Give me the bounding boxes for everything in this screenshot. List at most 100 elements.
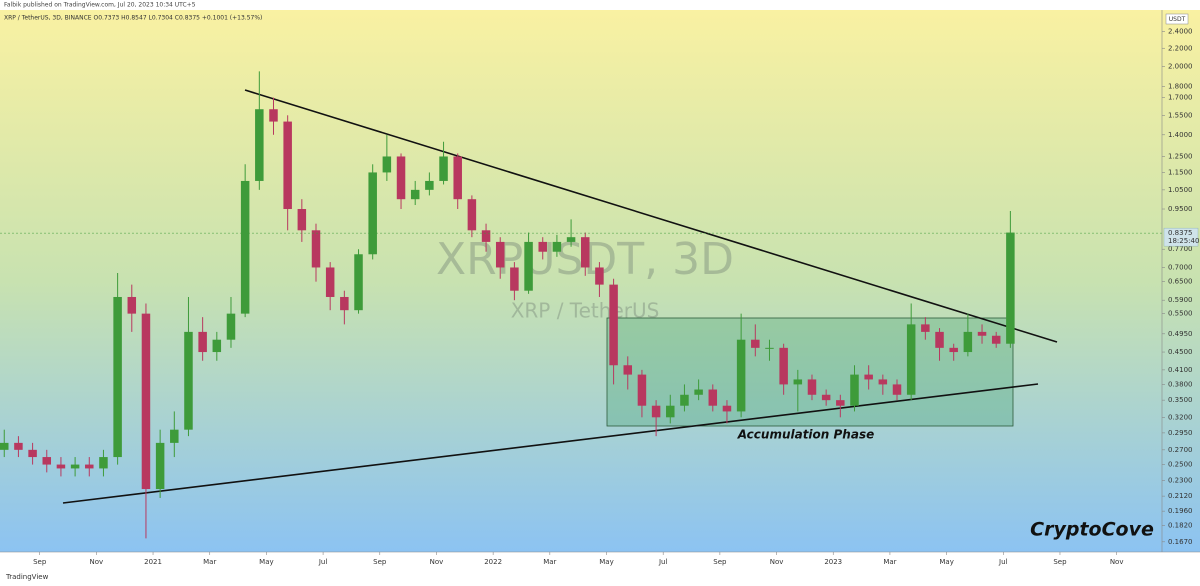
candle-body [467, 199, 477, 231]
y-tick-label: 1.8000 [1168, 83, 1193, 91]
candle-body [226, 313, 236, 340]
candle-body [793, 379, 803, 385]
candle-body [311, 230, 321, 268]
x-tick-label: Nov [770, 558, 784, 566]
x-tick-label: Nov [1110, 558, 1124, 566]
candle-body [963, 331, 973, 353]
candle-body [878, 379, 888, 385]
x-tick-label: May [939, 558, 953, 566]
candle-body [935, 331, 944, 348]
y-tick-label: 2.0000 [1168, 63, 1193, 71]
candle-body [155, 442, 165, 490]
candle-body [42, 457, 52, 465]
candle-body [283, 121, 292, 210]
candle-body [651, 405, 661, 418]
y-tick-label: 0.2700 [1168, 446, 1193, 454]
y-tick-label: 0.2120 [1168, 492, 1193, 500]
x-tick-label: Jul [998, 558, 1008, 566]
y-tick-label: 0.4500 [1168, 348, 1193, 356]
candle-body [354, 254, 363, 311]
candle-body [779, 347, 788, 385]
y-tick-label: 0.1820 [1168, 521, 1193, 529]
candle-body [609, 284, 618, 366]
candle-body [410, 189, 420, 200]
candle-body [510, 267, 519, 291]
x-tick-label: Mar [203, 558, 216, 566]
y-tick-label: 1.0500 [1168, 186, 1193, 194]
y-tick-label: 0.2500 [1168, 461, 1193, 469]
watermark-subtitle: XRP / TetherUS [511, 299, 660, 323]
candle-body [566, 237, 576, 242]
y-tick-label: 0.1670 [1168, 538, 1193, 546]
candle-body [906, 324, 916, 395]
y-tick-label: 0.4100 [1168, 366, 1193, 374]
y-tick-label: 0.1960 [1168, 507, 1193, 515]
candle-body [921, 324, 930, 332]
y-tick-label: 0.4950 [1168, 330, 1193, 338]
y-tick-label: 0.3500 [1168, 396, 1193, 404]
candle-body [821, 394, 831, 401]
candle-body [637, 374, 647, 406]
candle-body [396, 156, 406, 200]
candle-body [623, 365, 633, 375]
y-tick-label: 0.3200 [1168, 413, 1193, 421]
candle-body [836, 400, 845, 406]
y-tick-label: 0.2950 [1168, 429, 1193, 437]
candle-body [850, 374, 859, 406]
candle-body [977, 331, 987, 336]
x-tick-label: Nov [90, 558, 104, 566]
candle-body [141, 313, 151, 490]
candle-body [453, 156, 462, 200]
x-tick-label: Sep [33, 558, 47, 566]
brand: TradingView [5, 573, 49, 581]
x-tick-label: Mar [883, 558, 896, 566]
x-tick-label: 2022 [484, 558, 502, 566]
y-unit: USDT [1169, 16, 1186, 23]
x-tick-label: 2023 [824, 558, 842, 566]
candle-body [736, 339, 746, 412]
x-tick-label: Jul [658, 558, 668, 566]
publisher: Falbik published on TradingView.com, Jul… [4, 2, 196, 9]
x-tick-label: May [599, 558, 613, 566]
candle-body [694, 389, 703, 395]
unit-badge [1165, 13, 1189, 25]
candle-body [28, 449, 37, 458]
candle-body [991, 335, 1001, 344]
y-tick-label: 0.6500 [1168, 278, 1193, 286]
accumulation-box [606, 317, 1014, 427]
annotation: Accumulation Phase [737, 428, 874, 442]
y-tick-label: 2.2000 [1168, 44, 1193, 52]
y-tick-label: 0.5500 [1168, 310, 1193, 318]
annotation: CryptoCove [1030, 519, 1154, 541]
x-tick-label: Mar [543, 558, 556, 566]
candle-body [85, 464, 94, 469]
candle-body [552, 241, 562, 252]
candle-body [538, 241, 547, 252]
y-tick-label: 0.7000 [1168, 263, 1193, 271]
x-tick-label: May [259, 558, 273, 566]
candle-body [595, 267, 604, 285]
x-tick-label: Jul [318, 558, 328, 566]
candle-body [0, 442, 9, 450]
candle-body [680, 394, 689, 406]
candle-body [524, 241, 533, 291]
trendline [244, 89, 1058, 343]
y-tick-label: 0.2300 [1168, 477, 1193, 485]
candle-body [297, 209, 307, 231]
candle-body [1006, 232, 1015, 344]
last-price: 0.8375 [1168, 229, 1193, 237]
candle-body [269, 109, 278, 122]
candle-body [170, 429, 179, 443]
candle-body [439, 156, 448, 181]
candle-body [325, 267, 335, 297]
candle-body [751, 339, 760, 348]
candle-body [864, 374, 873, 380]
x-tick-label: Nov [430, 558, 444, 566]
candle-body [425, 180, 434, 190]
candle-body [481, 230, 491, 242]
y-tick-label: 0.9500 [1168, 205, 1193, 213]
candle-body [368, 172, 377, 255]
candle-body [340, 296, 349, 311]
